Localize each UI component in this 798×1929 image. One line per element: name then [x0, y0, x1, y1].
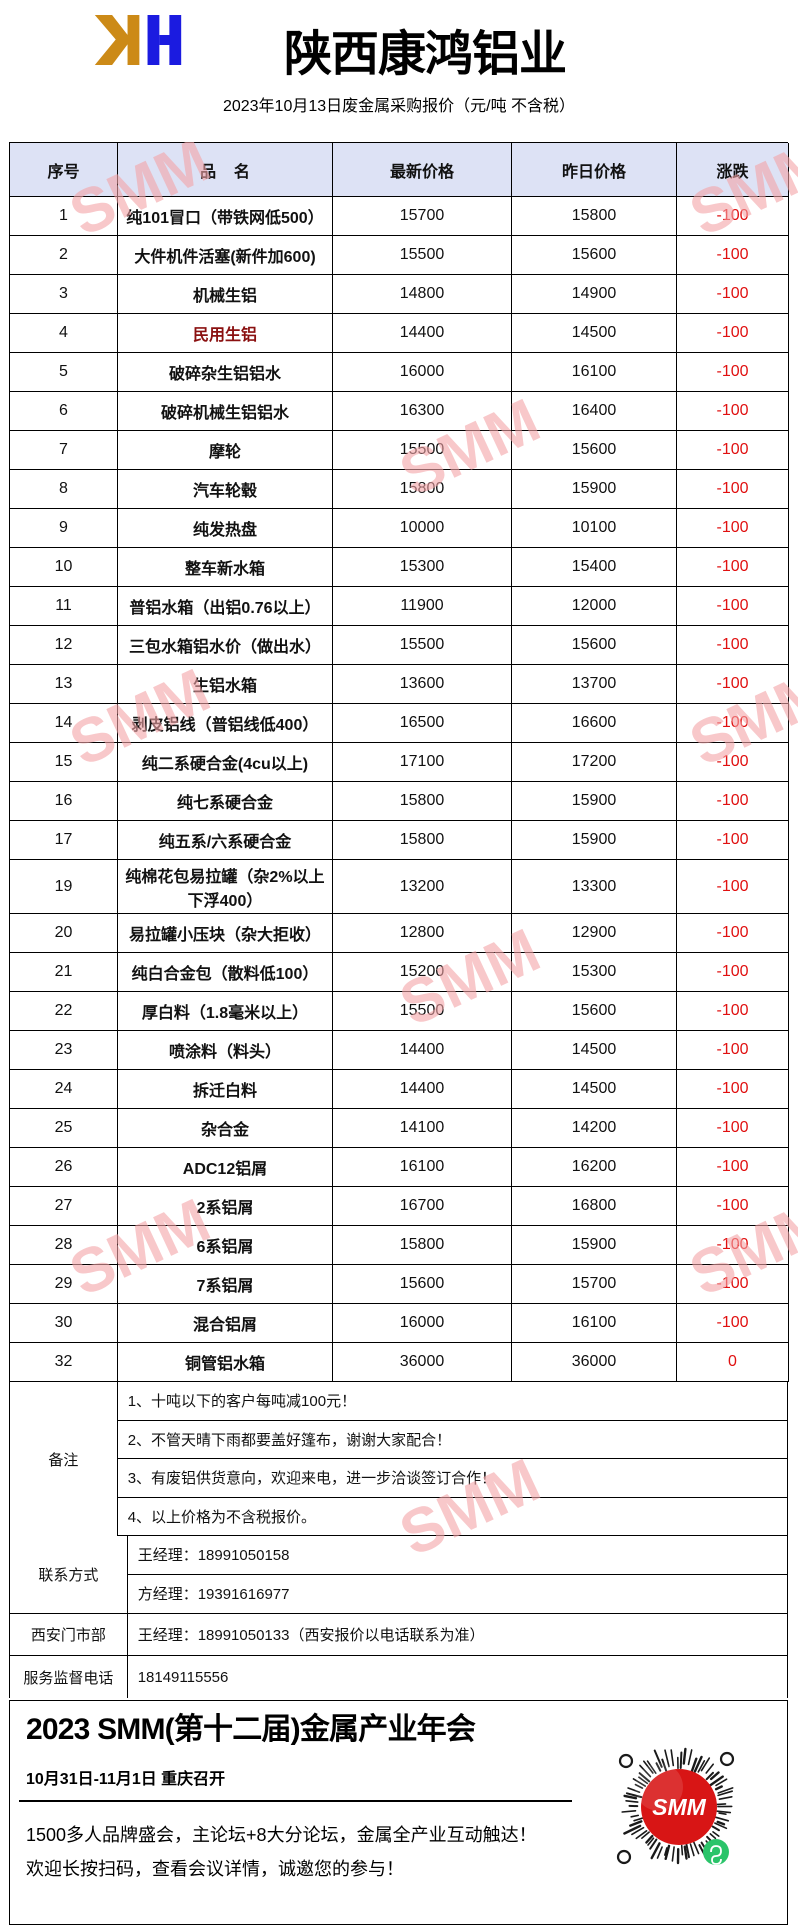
svg-text:SMM: SMM [652, 1794, 707, 1820]
